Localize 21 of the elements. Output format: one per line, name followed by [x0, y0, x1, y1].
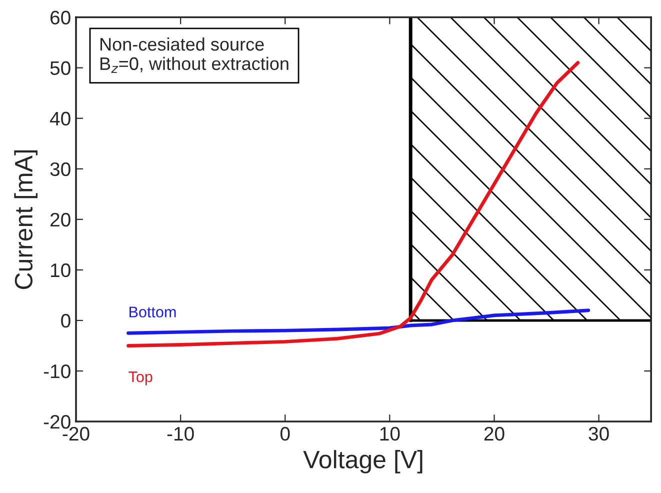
y-tick-label: 10: [51, 263, 70, 278]
y-tick-label: -10: [44, 364, 70, 378]
y-tick-label: 40: [50, 112, 70, 126]
x-axis-title: Voltage [V]: [303, 450, 422, 474]
x-tick-label: -20: [62, 426, 90, 441]
x-tick-label: -10: [167, 426, 194, 441]
y-axis-title: Current [mA]: [14, 150, 38, 289]
annotation: Non-cesiated source B$_{z}$=0, without extraction: [100, 37, 288, 73]
x-tick-label: 10: [380, 426, 400, 441]
y-tick-label: 60: [50, 10, 70, 24]
x-tick-label: 20: [484, 426, 504, 441]
series-label: Top: [128, 372, 152, 386]
x-tick-label: 0: [280, 426, 290, 441]
y-tick-label: -20: [44, 414, 70, 429]
y-tick-label: 20: [50, 212, 70, 227]
line-series: [126, 308, 590, 335]
series-label: Bottom: [130, 306, 176, 318]
y-tick-label: 30: [50, 162, 70, 176]
y-tick-label: 0: [61, 314, 70, 328]
x-tick-label: 30: [588, 426, 609, 441]
y-tick-label: 50: [50, 61, 70, 76]
